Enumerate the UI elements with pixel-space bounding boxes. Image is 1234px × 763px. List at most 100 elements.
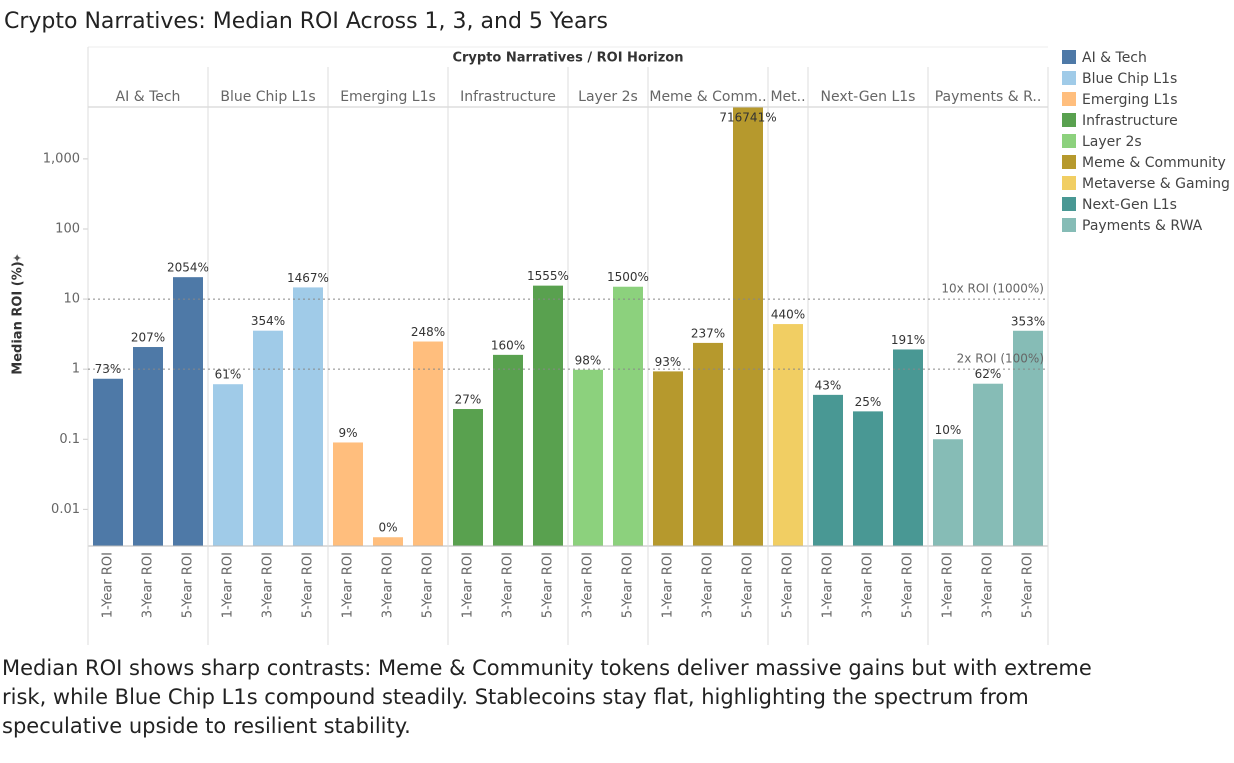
panel-header: Meme & Comm..: [649, 89, 766, 105]
pin-icon: ✦: [11, 253, 25, 263]
x-tick-label: 5-Year ROI: [781, 552, 796, 618]
bar: [173, 277, 203, 546]
column-header: Crypto Narratives / ROI Horizon: [452, 51, 683, 66]
x-tick-label: 5-Year ROI: [301, 552, 316, 618]
x-tick-label: 1-Year ROI: [341, 552, 356, 618]
x-tick-label: 1-Year ROI: [101, 552, 116, 618]
panel-header: Met..: [770, 89, 805, 105]
legend-swatch: [1062, 50, 1076, 64]
legend-swatch: [1062, 113, 1076, 127]
bar: [373, 537, 403, 546]
bar: [533, 285, 563, 546]
legend-swatch: [1062, 176, 1076, 190]
value-label: 25%: [855, 395, 882, 409]
x-tick-label: 5-Year ROI: [901, 552, 916, 618]
bar: [453, 409, 483, 546]
x-tick-label: 3-Year ROI: [501, 552, 516, 618]
plot-area: [93, 107, 1043, 546]
bar: [693, 342, 723, 546]
value-label: 248%: [411, 325, 445, 339]
panel-header: Infrastructure: [460, 89, 556, 105]
x-tick-label: 3-Year ROI: [381, 552, 396, 618]
y-axis-title: Median ROI (%): [11, 261, 26, 374]
value-label: 160%: [491, 338, 525, 352]
y-tick-label: 1: [72, 362, 80, 377]
value-label: 440%: [771, 308, 805, 322]
caption: Median ROI shows sharp contrasts: Meme &…: [2, 656, 1092, 738]
bar: [613, 286, 643, 546]
reference-label: 10x ROI (1000%): [941, 282, 1044, 296]
y-tick-label: 1,000: [43, 151, 80, 166]
chart: Crypto Narratives: Median ROI Across 1, …: [4, 9, 1230, 645]
value-label: 9%: [338, 426, 357, 440]
bar: [213, 384, 243, 546]
value-label: 62%: [975, 367, 1002, 381]
panel-header: Layer 2s: [578, 89, 638, 105]
value-label: 2054%: [167, 261, 209, 275]
reference-label: 2x ROI (100%): [957, 352, 1044, 366]
legend-label: Emerging L1s: [1082, 92, 1178, 108]
panel-header: AI & Tech: [116, 89, 181, 105]
legend-label: Meme & Community: [1082, 155, 1226, 171]
x-tick-label: 3-Year ROI: [981, 552, 996, 618]
x-tick-label: 3-Year ROI: [861, 552, 876, 618]
bar: [933, 439, 963, 546]
bar: [973, 383, 1003, 546]
bar: [893, 349, 923, 546]
y-tick-label: 100: [55, 221, 80, 236]
value-label: 191%: [891, 333, 925, 347]
value-label: 10%: [935, 423, 962, 437]
bar: [733, 107, 763, 546]
legend-label: AI & Tech: [1082, 50, 1147, 66]
bar: [653, 371, 683, 546]
value-label: 0%: [378, 521, 397, 535]
x-tick-label: 1-Year ROI: [221, 552, 236, 618]
value-label: 98%: [575, 353, 602, 367]
value-label: 1500%: [607, 270, 649, 284]
panel-header: Emerging L1s: [340, 89, 436, 105]
bar: [773, 324, 803, 546]
bar: [493, 354, 523, 546]
panel-header: Next-Gen L1s: [821, 89, 916, 105]
x-tick-label: 5-Year ROI: [421, 552, 436, 618]
x-tick-label: 5-Year ROI: [621, 552, 636, 618]
value-label: 237%: [691, 326, 725, 340]
legend-label: Next-Gen L1s: [1082, 197, 1177, 213]
chart-title: Crypto Narratives: Median ROI Across 1, …: [4, 9, 608, 34]
x-tick-label: 1-Year ROI: [941, 552, 956, 618]
bar: [93, 378, 123, 546]
legend-label: Metaverse & Gaming: [1082, 176, 1230, 192]
value-label: 43%: [815, 378, 842, 392]
bar: [573, 369, 603, 546]
x-tick-label: 3-Year ROI: [141, 552, 156, 618]
legend-label: Payments & RWA: [1082, 218, 1203, 234]
y-tick-label: 0.1: [59, 432, 80, 447]
x-tick-label: 1-Year ROI: [461, 552, 476, 618]
x-tick-label: 3-Year ROI: [701, 552, 716, 618]
value-label: 1555%: [527, 269, 569, 283]
bar: [1013, 330, 1043, 546]
x-tick-label: 1-Year ROI: [661, 552, 676, 618]
bar: [813, 394, 843, 546]
bar: [133, 347, 163, 546]
legend-swatch: [1062, 71, 1076, 85]
y-tick-label: 10: [63, 292, 80, 307]
value-label: 716741%: [719, 111, 776, 125]
value-label: 27%: [455, 393, 482, 407]
value-label: 353%: [1011, 314, 1045, 328]
value-label: 207%: [131, 331, 165, 345]
legend-swatch: [1062, 92, 1076, 106]
legend-label: Layer 2s: [1082, 134, 1142, 150]
legend-swatch: [1062, 155, 1076, 169]
value-label: 61%: [215, 368, 242, 382]
value-label: 354%: [251, 314, 285, 328]
panel-header: Payments & R..: [935, 89, 1042, 105]
x-tick-label: 5-Year ROI: [541, 552, 556, 618]
x-tick-label: 5-Year ROI: [181, 552, 196, 618]
legend-swatch: [1062, 218, 1076, 232]
value-label: 1467%: [287, 271, 329, 285]
bar: [853, 411, 883, 546]
legend-swatch: [1062, 134, 1076, 148]
x-tick-label: 1-Year ROI: [821, 552, 836, 618]
